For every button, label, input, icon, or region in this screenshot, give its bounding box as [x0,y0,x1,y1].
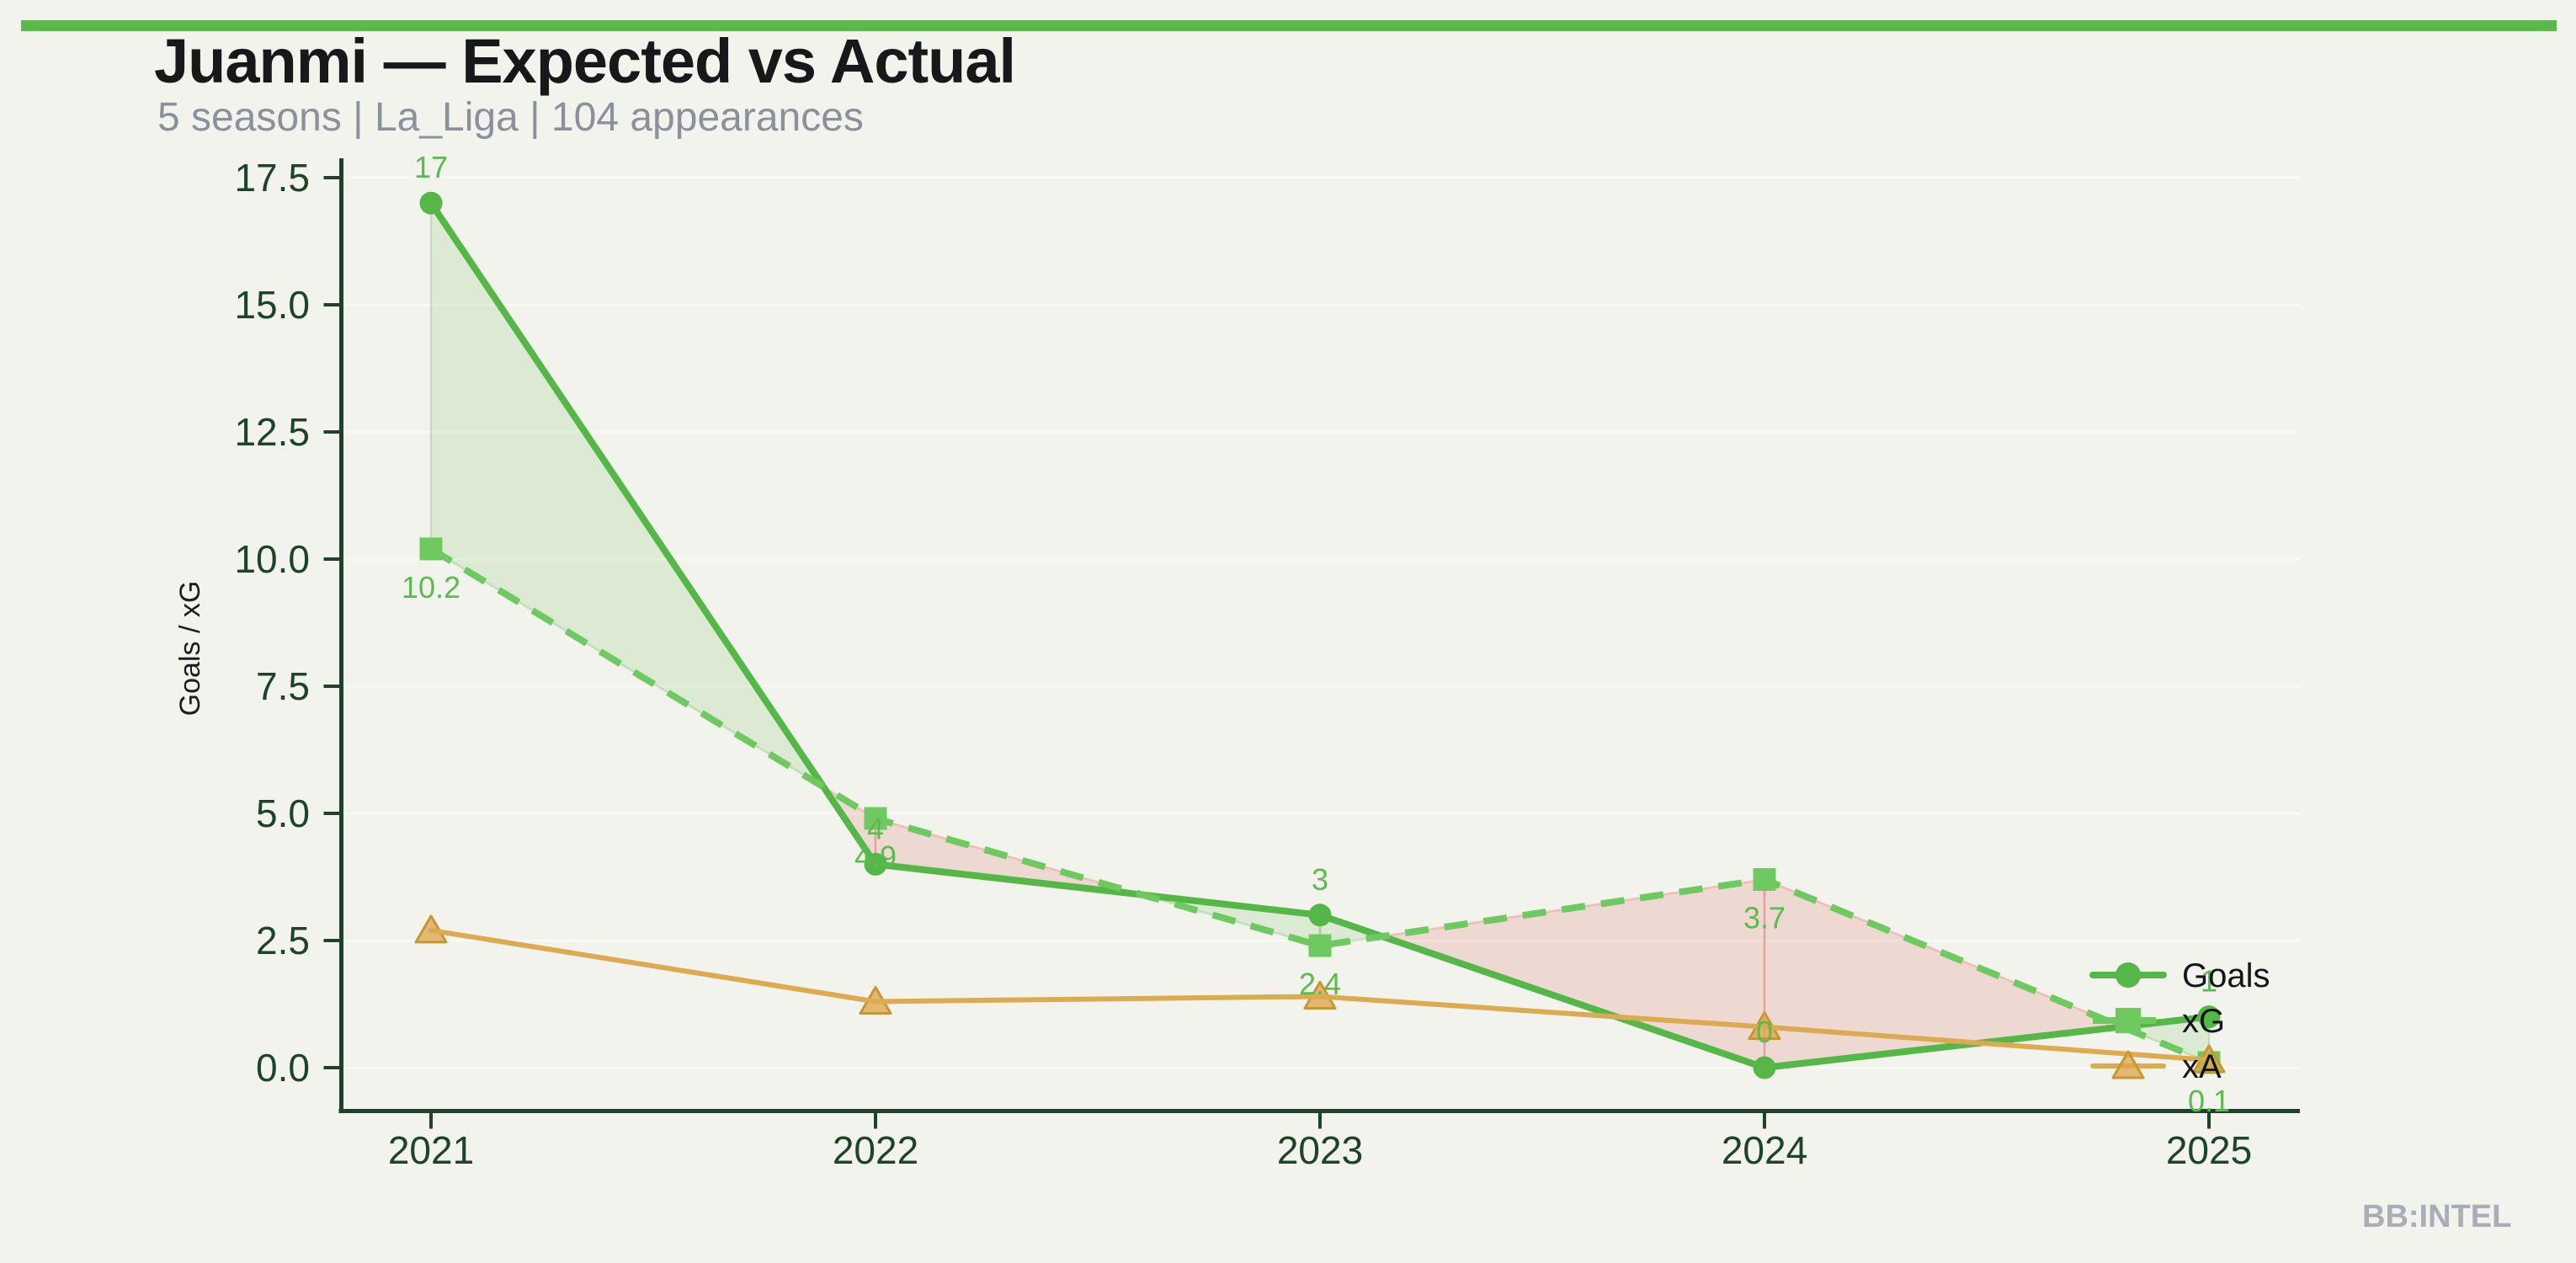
legend-label: xA [2182,1048,2222,1085]
series-goals [419,191,2221,1079]
y-tick-label: 12.5 [234,410,310,454]
series-xg [419,537,2221,1074]
brand-watermark: BB:INTEL [2362,1199,2512,1234]
gridlines [341,176,2300,1069]
x-tick-label: 2022 [833,1128,918,1172]
page-subtitle: 5 seasons | La_Liga | 104 appearances [157,95,864,140]
legend-item-xg: xG [2093,1003,2225,1040]
y-tick-label: 7.5 [256,664,310,708]
xg-marker-2022 [864,807,887,830]
data-labels: 17 4 3 0 1 10.2 4.9 2.4 3.7 0.1 [402,150,2230,1118]
y-axis-title: Goals / xG [174,581,206,717]
y-tick-label: 0.0 [256,1046,310,1090]
x-tick-label: 2025 [2166,1128,2252,1172]
x-tick-label: 2021 [388,1128,474,1172]
data-label-goals: 4 [867,811,884,845]
data-label-goals: 17 [414,150,448,184]
legend: Goals xG xA [2089,957,2270,1085]
xg-marker-2021 [419,537,443,561]
y-tick-label: 5.0 [256,791,310,835]
legend-label: Goals [2182,957,2270,994]
y-tick-label: 10.0 [234,537,310,581]
data-label-xg: 2.4 [1299,967,1341,1001]
data-label-goals: 0 [1756,1015,1773,1049]
series-xa [414,914,2226,1074]
goals-marker-2025 [2197,1005,2221,1029]
data-label-goals: 1 [2201,964,2217,999]
xg-marker-2023 [1308,934,1332,957]
data-label-xg: 4.9 [854,839,897,874]
legend-marker-square [2116,1008,2141,1033]
goals-marker-2023 [1308,903,1332,927]
goals-marker-2024 [1753,1056,1776,1079]
legend-label: xG [2182,1003,2225,1040]
data-label-goals: 3 [1312,862,1328,897]
legend-item-goals: Goals [2089,957,2270,994]
xa-line [428,927,2211,1063]
data-label-xg: 3.7 [1743,901,1786,935]
data-label-xg: 0.1 [2188,1084,2230,1118]
goals-marker-2021 [419,191,443,215]
xg-marker-2024 [1753,868,1776,892]
y-tick-label: 17.5 [234,156,310,200]
x-tick-label: 2023 [1277,1128,1363,1172]
legend-marker-triangle [2111,1050,2145,1079]
xg-line [428,546,2211,1066]
y-tick-label: 15.0 [234,283,310,327]
legend-marker-circle [2116,962,2141,988]
y-tick-label: 2.5 [256,919,310,962]
legend-item-xa: xA [2090,1048,2222,1085]
axes: 0.0 2.5 5.0 7.5 10.0 12.5 15.0 17.5 2021 2022 2023… [174,156,2300,1172]
goals-marker-2022 [864,852,887,876]
page-title: Juanmi — Expected vs Actual [154,26,1016,96]
x-tick-label: 2024 [1722,1128,1807,1172]
data-label-xg: 10.2 [402,570,460,605]
accent-bar [21,20,2557,31]
